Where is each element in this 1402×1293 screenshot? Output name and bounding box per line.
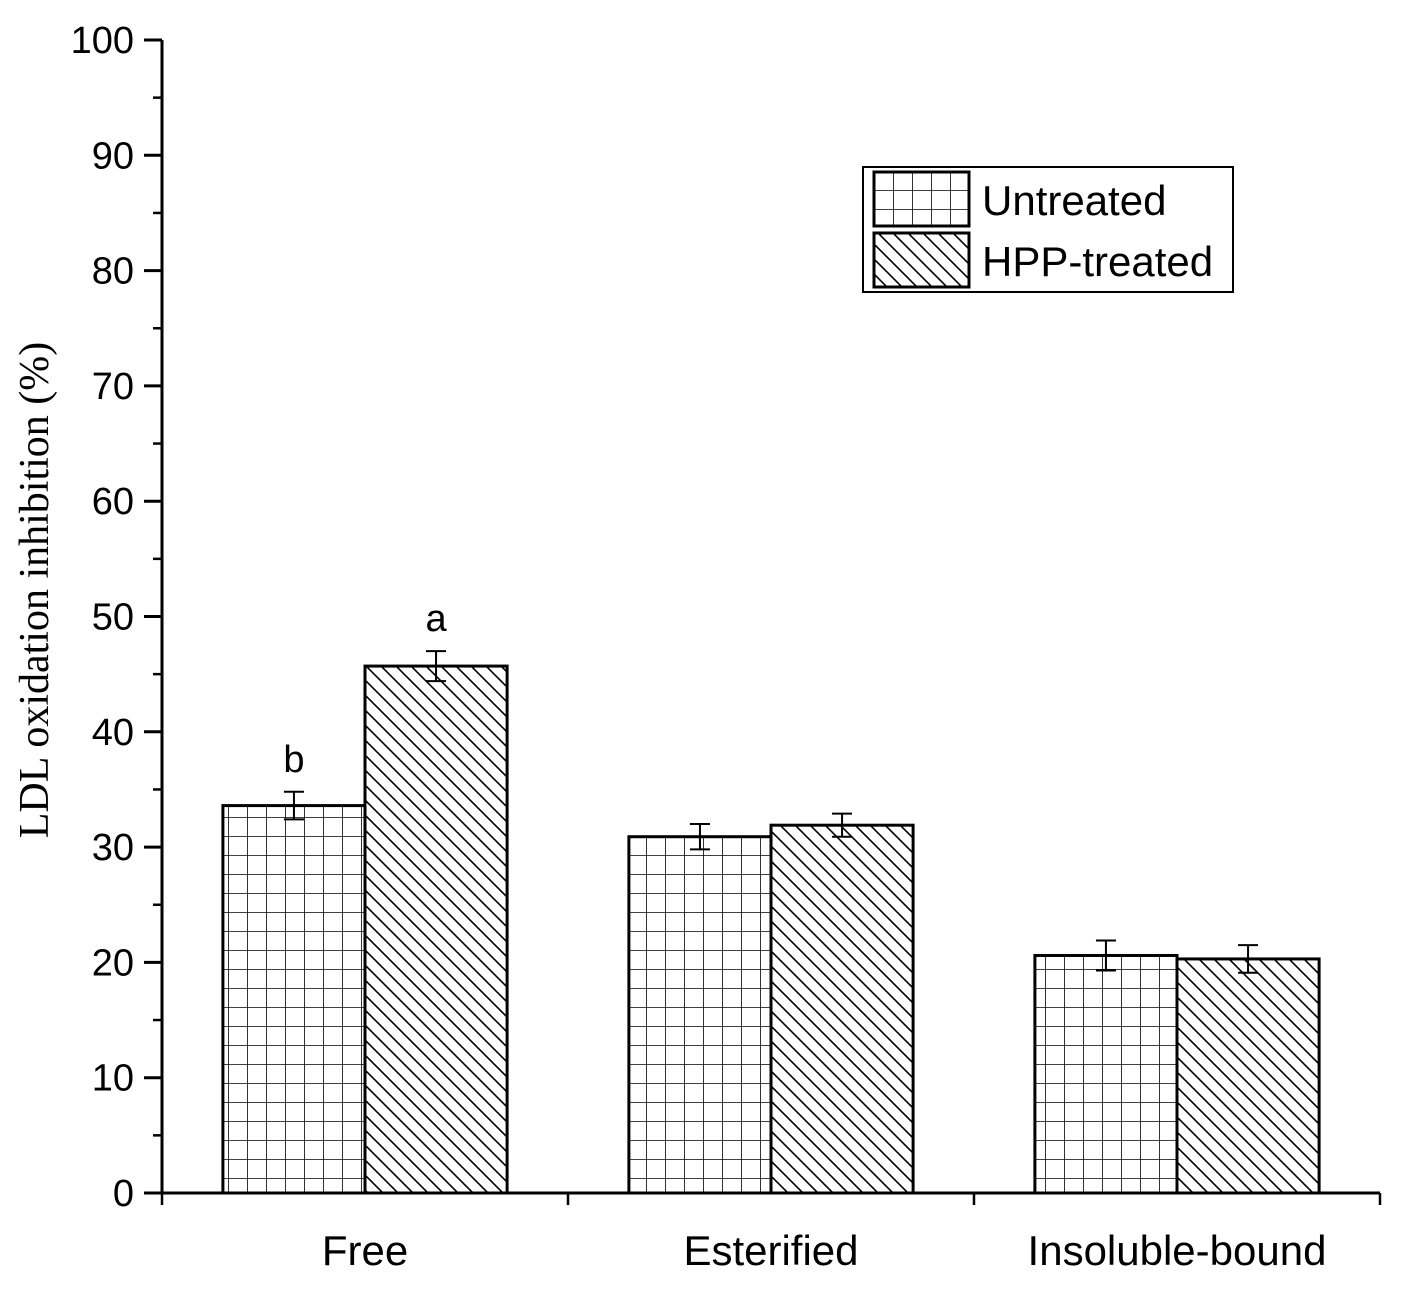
y-axis-label: LDL oxidation inhibition (%) [12, 342, 58, 839]
y-tick-label: 60 [92, 481, 134, 523]
bars-group: ba [221, 598, 1321, 1195]
bar-hpp-treated [363, 664, 509, 1195]
x-category-label: Free [322, 1227, 408, 1274]
significance-label: b [283, 739, 304, 781]
y-tick-label: 10 [92, 1058, 134, 1100]
legend-label-hpp-treated: HPP-treated [982, 238, 1213, 285]
significance-label: a [425, 598, 447, 640]
y-tick-label: 30 [92, 827, 134, 869]
x-axis: Free Esterified Insoluble-bound [160, 1191, 1382, 1274]
y-tick-label: 50 [92, 597, 134, 639]
legend: Untreated HPP-treated [862, 166, 1234, 293]
y-tick-label: 90 [92, 135, 134, 177]
bar-untreated [221, 804, 367, 1195]
bar-hpp-treated [1175, 957, 1321, 1195]
x-category-label: Esterified [683, 1227, 858, 1274]
y-tick-label: 100 [71, 20, 134, 62]
legend-swatch-hpp-treated [872, 231, 971, 289]
bar-untreated [627, 835, 773, 1195]
legend-swatch-untreated [872, 170, 971, 228]
x-category-label: Insoluble-bound [1028, 1227, 1327, 1274]
y-tick-label: 40 [92, 712, 134, 754]
bar-untreated [1033, 953, 1179, 1195]
y-axis: 0 10 20 30 40 50 60 70 80 90 100 [71, 20, 164, 1215]
y-tick-label: 20 [92, 942, 134, 984]
y-tick-label: 0 [113, 1173, 134, 1215]
legend-label-untreated: Untreated [982, 177, 1166, 224]
y-tick-label: 80 [92, 251, 134, 293]
bar-hpp-treated [769, 823, 915, 1195]
y-tick-label: 70 [92, 366, 134, 408]
